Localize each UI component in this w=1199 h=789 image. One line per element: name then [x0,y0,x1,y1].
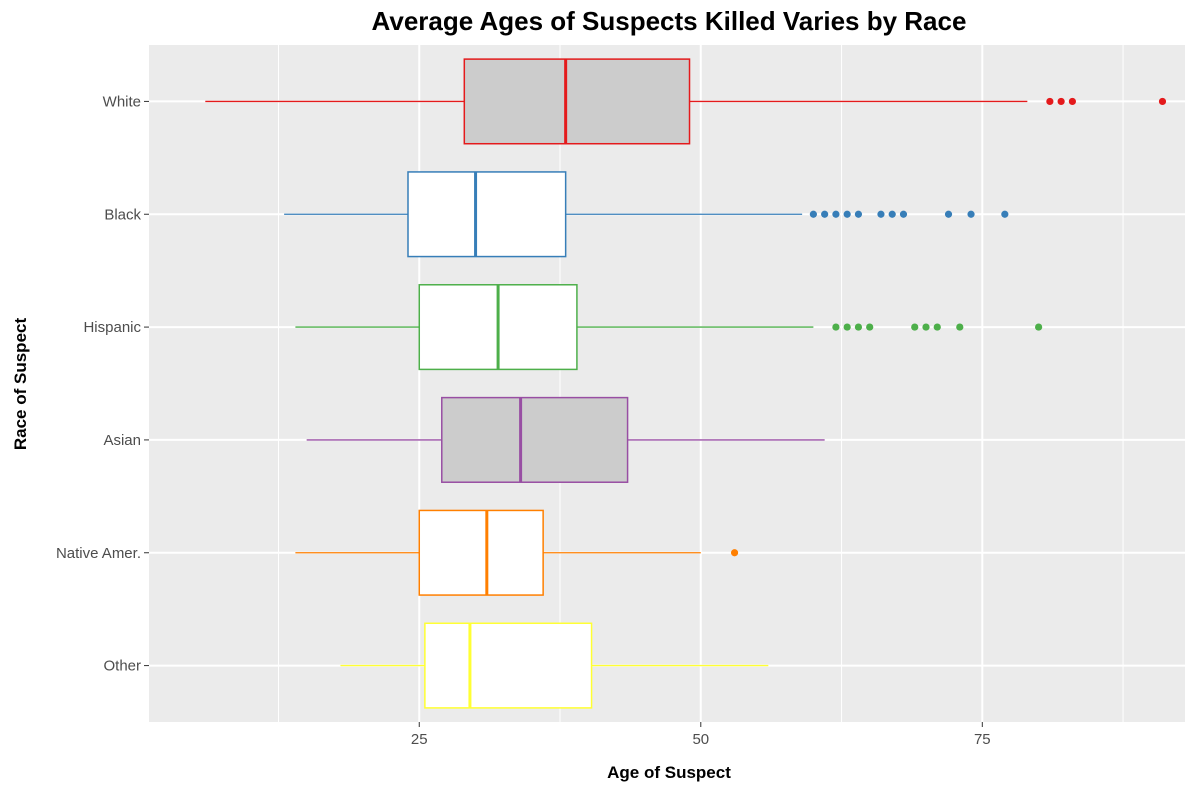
x-axis: 25 50 75 [411,722,991,748]
box-hispanic [295,284,1043,371]
outlier-point [888,210,896,218]
y-axis-title: Race of Suspect [11,318,30,451]
y-tick-label: Hispanic [83,319,141,336]
box-asian [306,396,825,483]
outlier-point [843,323,851,331]
x-tick-label: 25 [411,731,428,748]
plot-panel [149,45,1185,722]
outlier-point [877,210,885,218]
y-tick-label: Black [104,206,141,223]
outlier-point [843,210,851,218]
box-other [340,622,769,709]
outlier-point [854,210,863,218]
boxplot-marks [205,58,1167,709]
outlier-point [1158,97,1167,106]
outlier-point [730,549,739,557]
outlier-point [832,323,840,331]
y-tick-label: White [103,93,141,110]
x-tick-label: 75 [974,731,991,748]
outlier-point [944,210,953,218]
chart-title: Average Ages of Suspects Killed Varies b… [372,6,967,36]
outlier-point [832,210,840,218]
outlier-point [1046,97,1054,106]
box-black [284,171,1009,258]
outlier-point [809,210,817,218]
iqr-box [463,58,691,145]
outlier-point [956,323,964,331]
outlier-point [967,210,975,218]
y-tick-label: Asian [103,432,141,449]
outlier-point [821,210,829,218]
iqr-box [418,509,544,596]
outlier-point [1057,97,1065,106]
outlier-point [933,323,941,331]
iqr-box [407,171,567,258]
y-tick-label: Other [103,658,141,675]
outlier-point [899,210,908,218]
box-white [205,58,1167,145]
x-axis-title: Age of Suspect [607,763,731,782]
outlier-point [911,323,919,331]
x-tick-label: 50 [692,731,709,748]
outlier-point [1001,210,1009,218]
iqr-box [424,622,593,709]
outlier-point [854,323,863,331]
outlier-point [922,323,930,331]
outlier-point [866,323,874,331]
y-axis: White Black Hispanic Asian Native Amer. Other [56,93,149,675]
outlier-point [1035,323,1043,331]
outlier-point [1068,97,1076,106]
y-tick-label: Native Amer. [56,545,141,562]
iqr-box [441,396,629,483]
box-native-amer [295,509,739,596]
